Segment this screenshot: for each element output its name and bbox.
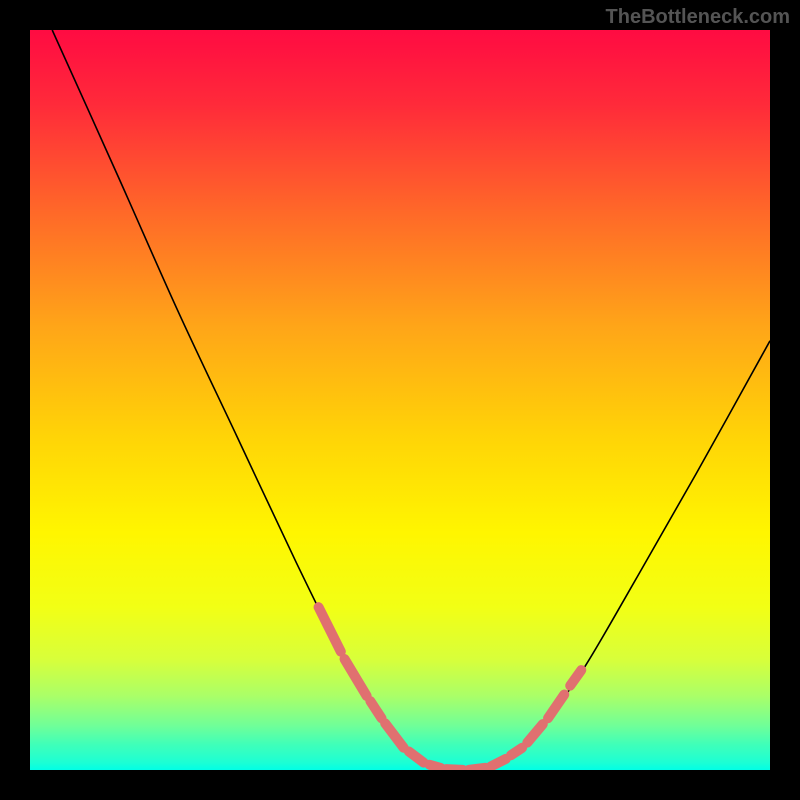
marker-segment [430,765,441,768]
plot-background-gradient [30,30,770,770]
chart-svg [0,0,800,800]
marker-segment [469,768,485,770]
marker-segment [511,748,522,755]
attribution-text: TheBottleneck.com [606,6,790,29]
marker-segment [491,759,506,766]
chart-container: TheBottleneck.com [0,0,800,800]
marker-segment [446,769,463,770]
